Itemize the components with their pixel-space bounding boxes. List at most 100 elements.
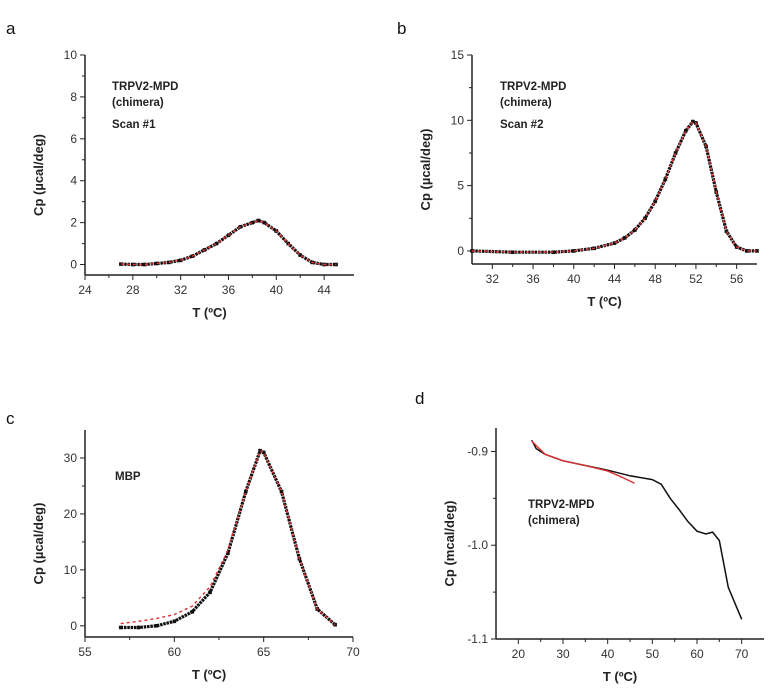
x-tick-label: 24 (78, 283, 92, 297)
data-point (633, 228, 637, 232)
data-point (250, 220, 255, 225)
annotation: Scan #2 (500, 119, 543, 131)
x-axis-label: T (ºC) (192, 305, 226, 320)
x-tick-label: 36 (222, 283, 236, 297)
panel-label: a (6, 19, 16, 38)
y-tick-label: 10 (451, 113, 465, 127)
data-point (208, 590, 212, 595)
x-tick-label: 48 (649, 272, 663, 286)
data-point (154, 261, 159, 266)
panel-label: d (415, 389, 424, 408)
data-point (691, 119, 695, 124)
y-tick-label: 0 (457, 244, 464, 258)
data-point (551, 250, 556, 255)
x-tick-label: 30 (556, 647, 570, 661)
x-tick-label: 55 (78, 645, 92, 659)
data-point (663, 177, 668, 181)
data-point (244, 489, 248, 494)
x-tick-label: 44 (317, 283, 331, 297)
data-point (262, 220, 267, 225)
x-tick-label: 56 (730, 272, 744, 286)
data-point (745, 249, 749, 253)
data-series (471, 119, 757, 254)
y-tick-label: 10 (64, 563, 78, 577)
panel-label: b (397, 19, 406, 38)
data-point (258, 448, 262, 453)
y-tick-label: 10 (64, 48, 78, 62)
x-tick-label: 40 (567, 272, 581, 286)
x-tick-label: 60 (168, 645, 182, 659)
y-axis-label: Cp (µcal/deg) (31, 134, 46, 216)
data-point (154, 624, 159, 628)
data-point (190, 610, 194, 614)
panel-b: b 32 36 40 44 48 52 56 0 5 10 15 T (ºC) Cp (µcal/deg)… (397, 19, 759, 309)
data-point (119, 262, 123, 266)
data-point (214, 241, 219, 246)
annotation: MBP (115, 471, 141, 483)
data-point (298, 253, 302, 257)
annotation: (chimera) (112, 97, 164, 109)
y-tick-label: -0.9 (467, 444, 488, 458)
data-point (333, 622, 337, 627)
data-point (142, 262, 147, 267)
data-point (261, 450, 266, 455)
y-tick-label: 0 (70, 258, 77, 272)
annotation: Scan #1 (112, 119, 156, 131)
x-tick-label: 20 (512, 647, 526, 661)
x-tick-label: 60 (690, 647, 704, 661)
data-point (279, 489, 284, 494)
x-tick-label: 44 (608, 272, 622, 286)
annotation: (chimera) (528, 515, 580, 527)
y-tick-label: 30 (64, 451, 78, 465)
data-point (653, 199, 658, 204)
annotation: TRPV2-MPD (528, 499, 594, 511)
x-tick-label: 40 (270, 283, 284, 297)
y-tick-label: 6 (70, 132, 77, 146)
data-series (531, 439, 743, 620)
x-tick-label: 70 (346, 645, 360, 659)
y-tick-label: 0 (70, 619, 77, 633)
x-tick-label: 50 (646, 647, 660, 661)
y-tick-label: 4 (70, 174, 77, 188)
x-tick-label: 70 (735, 647, 749, 661)
fit-series (471, 120, 757, 253)
x-tick-label: 52 (689, 272, 703, 286)
x-axis-label: T (ºC) (192, 667, 226, 682)
y-axis-label: Cp (µcal/deg) (31, 503, 46, 585)
y-tick-label: 8 (70, 90, 77, 104)
data-point (755, 249, 759, 253)
y-tick-label: 20 (64, 507, 78, 521)
panel-label: c (6, 409, 15, 428)
data-point (510, 250, 515, 255)
data-point (226, 551, 230, 555)
fit-series (531, 440, 635, 484)
x-tick-label: 40 (601, 647, 615, 661)
y-tick-label: -1.0 (467, 538, 488, 552)
data-point (118, 625, 123, 630)
data-point (673, 151, 678, 155)
annotation: TRPV2-MPD (112, 81, 178, 93)
data-point (131, 262, 135, 267)
data-point (256, 218, 261, 223)
x-tick-label: 65 (257, 645, 271, 659)
data-point (571, 249, 576, 253)
x-axis-label: T (ºC) (587, 294, 621, 309)
y-tick-label: 5 (457, 179, 464, 193)
x-axis-label: T (ºC) (603, 669, 637, 684)
y-tick-label: 2 (70, 216, 77, 230)
x-tick-label: 28 (126, 283, 140, 297)
y-tick-label: 15 (451, 48, 465, 62)
annotation: (chimera) (500, 97, 552, 109)
data-point (172, 619, 177, 624)
data-point (136, 625, 141, 630)
data-series (120, 448, 337, 630)
panel-c: c 55 60 65 70 0 10 20 30 T (ºC) Cp (µcal/deg) MBP (6, 409, 360, 682)
fit-series (120, 449, 336, 626)
panel-d: d 20 30 40 50 60 70 -0.9 -1.0 -1.1 T (ºC) Cp (mcal/… (415, 389, 764, 684)
data-point (622, 236, 627, 240)
data-point (166, 260, 171, 265)
data-point (612, 241, 617, 245)
data-point (683, 128, 688, 133)
